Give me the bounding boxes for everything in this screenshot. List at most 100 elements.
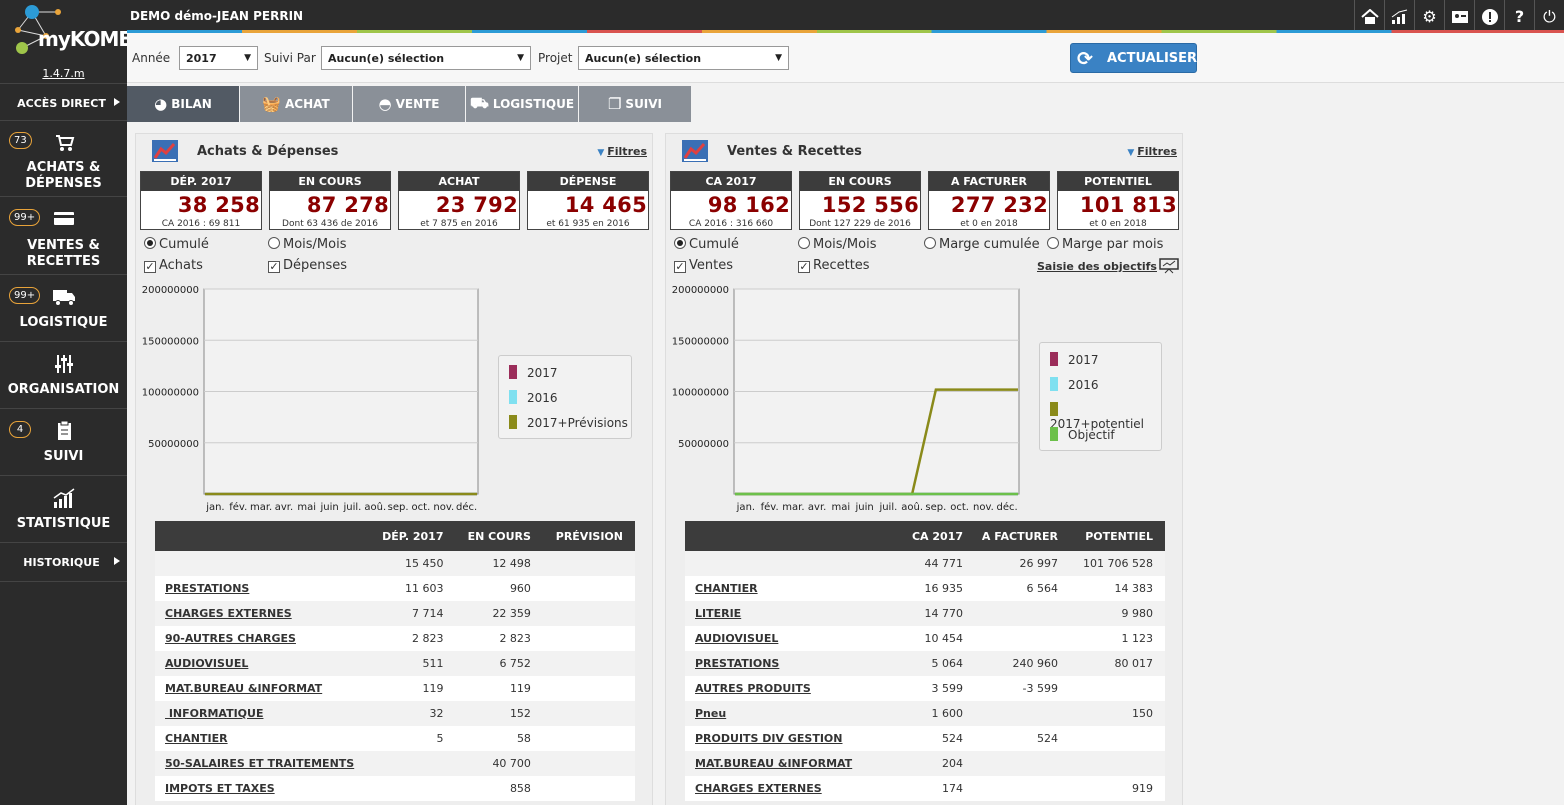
filtres-link[interactable]: ▼ Filtres: [1127, 145, 1177, 158]
cell-value: 524: [875, 726, 975, 751]
presentation-icon[interactable]: [1159, 257, 1179, 274]
radio-button: [924, 237, 936, 249]
row-category-link[interactable]: CHANTIER: [155, 726, 367, 751]
signal-icon[interactable]: [1384, 0, 1414, 33]
legend-item-2017[interactable]: 2017: [509, 365, 558, 380]
actualiser-button[interactable]: ⟳ ACTUALISER: [1070, 43, 1197, 73]
table-row: AUDIOVISUEL 10 454 1 123: [685, 626, 1165, 651]
legend-item-2016[interactable]: 2016: [1050, 377, 1099, 392]
x-tick-label: mar.: [250, 502, 272, 513]
marge-cumulee-radio[interactable]: Marge cumulée: [924, 237, 1040, 252]
row-category-link[interactable]: CHANTIER: [685, 576, 875, 601]
legend-swatch: [1050, 377, 1058, 391]
sidebar-item-logistique[interactable]: 99+ LOGISTIQUE: [0, 276, 127, 342]
cumule-radio[interactable]: Cumulé: [144, 237, 209, 252]
legend-item-2016[interactable]: 2016: [509, 390, 558, 405]
tab-logistique[interactable]: ⛟ LOGISTIQUE: [466, 86, 579, 122]
help-icon[interactable]: ?: [1504, 0, 1534, 33]
cell-value: [542, 551, 635, 576]
tab-vente[interactable]: ◓ VENTE: [353, 86, 466, 122]
x-tick-label: mai: [297, 502, 316, 513]
sidebar-item-suivi[interactable]: 4 SUIVI: [0, 410, 127, 476]
kpi-sub: CA 2016 : 69 811: [161, 219, 241, 229]
achats-checkbox[interactable]: ✓ Achats: [144, 258, 203, 273]
projet-select[interactable]: Aucun(e) sélection ▼: [578, 46, 789, 70]
achats-label-1: ACHATS &: [26, 160, 101, 175]
row-category-link[interactable]: IMPOTS ET TAXES: [155, 776, 367, 801]
network-logo-icon: [15, 5, 61, 54]
ventes-checkbox[interactable]: ✓ Ventes: [674, 258, 733, 273]
legend-item-previsions[interactable]: 2017+Prévisions: [509, 415, 628, 430]
kpi-head: EN COURS: [800, 172, 920, 191]
row-category-link[interactable]: CHARGES EXTERNES: [685, 776, 875, 801]
mois-radio[interactable]: Mois/Mois: [798, 237, 877, 252]
color-stripe: [127, 30, 1564, 33]
sidebar-item-ventes[interactable]: 99+ VENTES & RECETTES: [0, 198, 127, 275]
direct-access-label: ACCÈS DIRECT: [17, 97, 106, 110]
row-category-link[interactable]: PRESTATIONS: [155, 576, 367, 601]
recettes-checkbox[interactable]: ✓ Recettes: [798, 258, 870, 273]
ventes-table: CA 2017 A FACTURER POTENTIEL 44 771 26 997 10…: [685, 521, 1165, 801]
tab-achat-label: ACHAT: [285, 97, 330, 111]
table-row: 50-SALAIRES ET TRAITEMENTS 40 700: [155, 751, 635, 776]
kpi-en-cours: EN COURS 87 278 Dont 63 436 de 2016: [269, 171, 391, 230]
cell-value: 5 064: [875, 651, 975, 676]
legend-item-2017[interactable]: 2017: [1050, 352, 1099, 367]
x-tick-label: aoû.: [364, 501, 386, 513]
row-category-link[interactable]: Pneu: [685, 701, 875, 726]
table-row: MAT.BUREAU &INFORMAT 204: [685, 751, 1165, 776]
panel-title: Ventes & Recettes: [727, 144, 862, 159]
home-icon[interactable]: [1354, 0, 1384, 33]
row-category-link[interactable]: PRESTATIONS: [685, 651, 875, 676]
table-row: MAT.BUREAU &INFORMAT 119 119: [155, 676, 635, 701]
row-category-link[interactable]: AUDIOVISUEL: [155, 651, 367, 676]
cell-value: [542, 601, 635, 626]
row-category-link[interactable]: CHARGES EXTERNES: [155, 601, 367, 626]
cell-value: 204: [875, 751, 975, 776]
id-card-icon[interactable]: [1444, 0, 1474, 33]
table-row: PRODUITS DIV GESTION 524 524: [685, 726, 1165, 751]
legend-item-objectif[interactable]: Objectif: [1050, 427, 1115, 442]
sidebar-item-statistique[interactable]: STATISTIQUE: [0, 477, 127, 543]
cell-value: 858: [455, 776, 543, 801]
sidebar-item-organisation[interactable]: ORGANISATION: [0, 343, 127, 409]
tab-suivi[interactable]: ❐ SUIVI: [579, 86, 692, 122]
cell-value: [975, 751, 1070, 776]
tab-achat[interactable]: 🧺 ACHAT: [240, 86, 353, 122]
row-category-link[interactable]: 90-AUTRES CHARGES: [155, 626, 367, 651]
sidebar-history[interactable]: HISTORIQUE: [0, 544, 127, 582]
gear-icon[interactable]: ⚙: [1414, 0, 1444, 33]
row-category-link[interactable]: MAT.BUREAU &INFORMAT: [685, 751, 875, 776]
annee-select[interactable]: 2017 ▼: [179, 46, 258, 70]
cell-value: 2 823: [455, 626, 543, 651]
row-category-link[interactable]: AUDIOVISUEL: [685, 626, 875, 651]
mois-radio[interactable]: Mois/Mois: [268, 237, 347, 252]
row-category-link[interactable]: LITERIE: [685, 601, 875, 626]
logo[interactable]: myKOMELA 1.4.7.m: [0, 0, 158, 84]
legend-item-potentiel[interactable]: 2017+potentiel: [1050, 402, 1161, 431]
cumule-radio[interactable]: Cumulé: [674, 237, 739, 252]
row-category-link[interactable]: 50-SALAIRES ET TRAITEMENTS: [155, 751, 367, 776]
cell-value: 12 498: [455, 551, 543, 576]
cell-value: 11 603: [366, 576, 456, 601]
table-row: INFORMATIQUE 32 152: [155, 701, 635, 726]
power-icon[interactable]: ⏻: [1534, 0, 1564, 33]
row-category-link[interactable]: MAT.BUREAU &INFORMAT: [155, 676, 367, 701]
suivi-label: SUIVI: [43, 449, 84, 464]
sidebar-direct-access[interactable]: ACCÈS DIRECT: [0, 85, 127, 121]
tab-suivi-label: SUIVI: [625, 97, 663, 111]
row-category-link[interactable]: AUTRES PRODUITS: [685, 676, 875, 701]
ventes-label-2: RECETTES: [26, 254, 101, 269]
sidebar-item-achats[interactable]: 73 ACHATS & DÉPENSES: [0, 121, 127, 197]
version-link[interactable]: 1.4.7.m: [42, 67, 85, 80]
row-category-link[interactable]: INFORMATIQUE: [155, 701, 367, 726]
tab-bilan[interactable]: ◕ BILAN: [127, 86, 240, 122]
marge-mois-radio[interactable]: Marge par mois: [1047, 237, 1163, 252]
row-category-link[interactable]: PRODUITS DIV GESTION: [685, 726, 875, 751]
filtres-link[interactable]: ▼ Filtres: [597, 145, 647, 158]
ventes-badge: 99+: [9, 209, 41, 226]
alert-icon[interactable]: [1474, 0, 1504, 33]
saisie-objectifs-link[interactable]: Saisie des objectifs: [1037, 260, 1157, 273]
depenses-checkbox[interactable]: ✓ Dépenses: [268, 258, 347, 273]
suivi-par-select[interactable]: Aucun(e) sélection ▼: [321, 46, 531, 70]
